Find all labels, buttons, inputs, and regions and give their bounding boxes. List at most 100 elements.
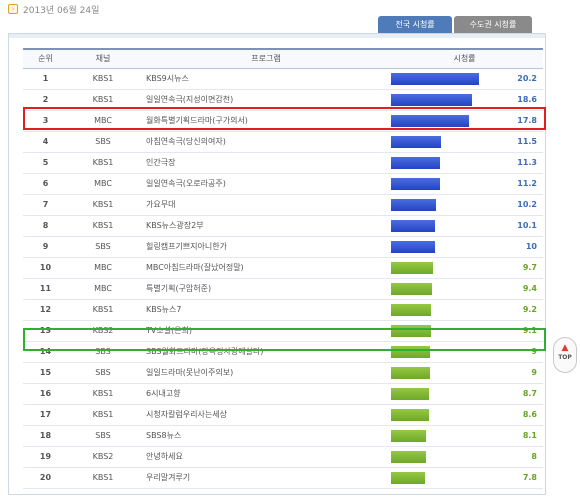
rating-value: 9.2 (522, 305, 537, 314)
program-cell[interactable]: MBC아침드라마(잘났어정말) (138, 257, 386, 279)
rating-cell: 7.8 (386, 467, 543, 489)
table-row: 11 MBC 특별기획(구암허준) 9.4 (23, 278, 543, 300)
rank-cell: 14 (23, 341, 68, 363)
program-cell[interactable]: 특별기획(구암허준) (138, 278, 386, 300)
rank-cell: 13 (23, 320, 68, 342)
rating-bar (391, 72, 479, 85)
table-row: 7 KBS1 가요무대 10.2 (23, 194, 543, 216)
program-cell[interactable]: KBS9시뉴스 (138, 68, 386, 90)
rating-bar (391, 303, 431, 316)
rating-value: 9.7 (522, 263, 537, 272)
rating-value: 9.1 (522, 326, 537, 335)
highlight-box-red (23, 107, 546, 130)
date-header: › 2013년 06월 24일 (8, 2, 99, 16)
rank-cell: 16 (23, 383, 68, 405)
ratings-table: 순위 채널 프로그램 시청률 1 KBS1 KBS9시뉴스 20.2 2 KBS1 일일연속… (23, 48, 543, 489)
channel-cell: SBS (68, 131, 138, 153)
channel-cell: KBS2 (68, 446, 138, 468)
rating-value: 11.5 (517, 137, 537, 146)
table-row: 8 KBS1 KBS뉴스광장2부 10.1 (23, 215, 543, 237)
rating-cell: 9.4 (386, 278, 543, 300)
highlight-box-green (23, 328, 546, 351)
program-cell[interactable]: 아침연속극(당신의여자) (138, 131, 386, 153)
rating-bar (391, 324, 431, 337)
channel-cell: MBC (68, 110, 138, 132)
program-cell[interactable]: 힐링캠프기쁘지아니한가 (138, 236, 386, 258)
channel-cell: MBC (68, 173, 138, 195)
rank-cell: 19 (23, 446, 68, 468)
rating-value: 18.6 (517, 95, 537, 104)
table-row: 18 SBS SBS8뉴스 8.1 (23, 425, 543, 447)
rating-bar (391, 345, 430, 358)
rating-value: 10.1 (517, 221, 537, 230)
table-row: 3 MBC 월화특별기획드라마(구가의서) 17.8 (23, 110, 543, 132)
rating-cell: 17.8 (386, 110, 543, 132)
date-label: 2013년 06월 24일 (23, 5, 100, 16)
rating-bar (391, 240, 435, 253)
header-rating: 시청률 (386, 48, 543, 69)
ratings-panel: 순위 채널 프로그램 시청률 1 KBS1 KBS9시뉴스 20.2 2 KBS1 일일연속… (8, 33, 546, 495)
scroll-top-button[interactable]: ▲ TOP (553, 337, 577, 373)
rank-cell: 8 (23, 215, 68, 237)
channel-cell: KBS2 (68, 320, 138, 342)
rating-value: 8 (531, 452, 537, 461)
rank-cell: 20 (23, 467, 68, 489)
channel-cell: MBC (68, 278, 138, 300)
channel-cell: KBS1 (68, 299, 138, 321)
tab-national-rating[interactable]: 전국 시청률 (378, 16, 452, 33)
program-cell[interactable]: SBS월화드라마(장옥정사랑에살다) (138, 341, 386, 363)
channel-cell: MBC (68, 257, 138, 279)
program-cell[interactable]: KBS뉴스광장2부 (138, 215, 386, 237)
rank-cell: 11 (23, 278, 68, 300)
header-rank: 순위 (23, 48, 68, 69)
program-cell[interactable]: 우리말겨루기 (138, 467, 386, 489)
program-cell[interactable]: 일일연속극(지성이면감천) (138, 89, 386, 111)
program-cell[interactable]: 일일드라마(못난이주의보) (138, 362, 386, 384)
program-cell[interactable]: 시청자칼럼우리사는세상 (138, 404, 386, 426)
rating-cell: 8.6 (386, 404, 543, 426)
rating-bar (391, 471, 425, 484)
table-row: 12 KBS1 KBS뉴스7 9.2 (23, 299, 543, 321)
program-cell[interactable]: 월화특별기획드라마(구가의서) (138, 110, 386, 132)
channel-cell: KBS1 (68, 194, 138, 216)
program-cell[interactable]: 인간극장 (138, 152, 386, 174)
program-cell[interactable]: 일일연속극(오로라공주) (138, 173, 386, 195)
program-cell[interactable]: KBS뉴스7 (138, 299, 386, 321)
rating-bar (391, 282, 432, 295)
tab-capital-rating[interactable]: 수도권 시청률 (454, 16, 532, 33)
table-row: 13 KBS2 TV소설(은희) 9.1 (23, 320, 543, 342)
table-row: 4 SBS 아침연속극(당신의여자) 11.5 (23, 131, 543, 153)
rating-value: 11.3 (517, 158, 537, 167)
rating-cell: 8 (386, 446, 543, 468)
table-row: 9 SBS 힐링캠프기쁘지아니한가 10 (23, 236, 543, 258)
channel-cell: KBS1 (68, 215, 138, 237)
channel-cell: KBS1 (68, 68, 138, 90)
rating-bar (391, 429, 426, 442)
program-cell[interactable]: 가요무대 (138, 194, 386, 216)
chevron-right-icon: › (8, 4, 18, 14)
rating-bar (391, 156, 440, 169)
rank-cell: 7 (23, 194, 68, 216)
rating-value: 10.2 (517, 200, 537, 209)
program-cell[interactable]: SBS8뉴스 (138, 425, 386, 447)
header-channel: 채널 (68, 48, 138, 69)
channel-cell: KBS1 (68, 467, 138, 489)
table-row: 16 KBS1 6시내고향 8.7 (23, 383, 543, 405)
program-cell[interactable]: TV소설(은희) (138, 320, 386, 342)
region-tabs: 전국 시청률 수도권 시청률 (378, 16, 534, 33)
rating-cell: 8.1 (386, 425, 543, 447)
rating-bar (391, 366, 430, 379)
table-row: 1 KBS1 KBS9시뉴스 20.2 (23, 68, 543, 90)
channel-cell: KBS1 (68, 404, 138, 426)
table-row: 10 MBC MBC아침드라마(잘났어정말) 9.7 (23, 257, 543, 279)
rating-cell: 8.7 (386, 383, 543, 405)
rating-cell: 18.6 (386, 89, 543, 111)
table-row: 2 KBS1 일일연속극(지성이면감천) 18.6 (23, 89, 543, 111)
rating-value: 8.6 (522, 410, 537, 419)
rating-bar (391, 135, 441, 148)
rank-cell: 6 (23, 173, 68, 195)
up-arrow-icon: ▲ (561, 343, 569, 353)
program-cell[interactable]: 6시내고향 (138, 383, 386, 405)
rating-cell: 20.2 (386, 68, 543, 90)
program-cell[interactable]: 안녕하세요 (138, 446, 386, 468)
